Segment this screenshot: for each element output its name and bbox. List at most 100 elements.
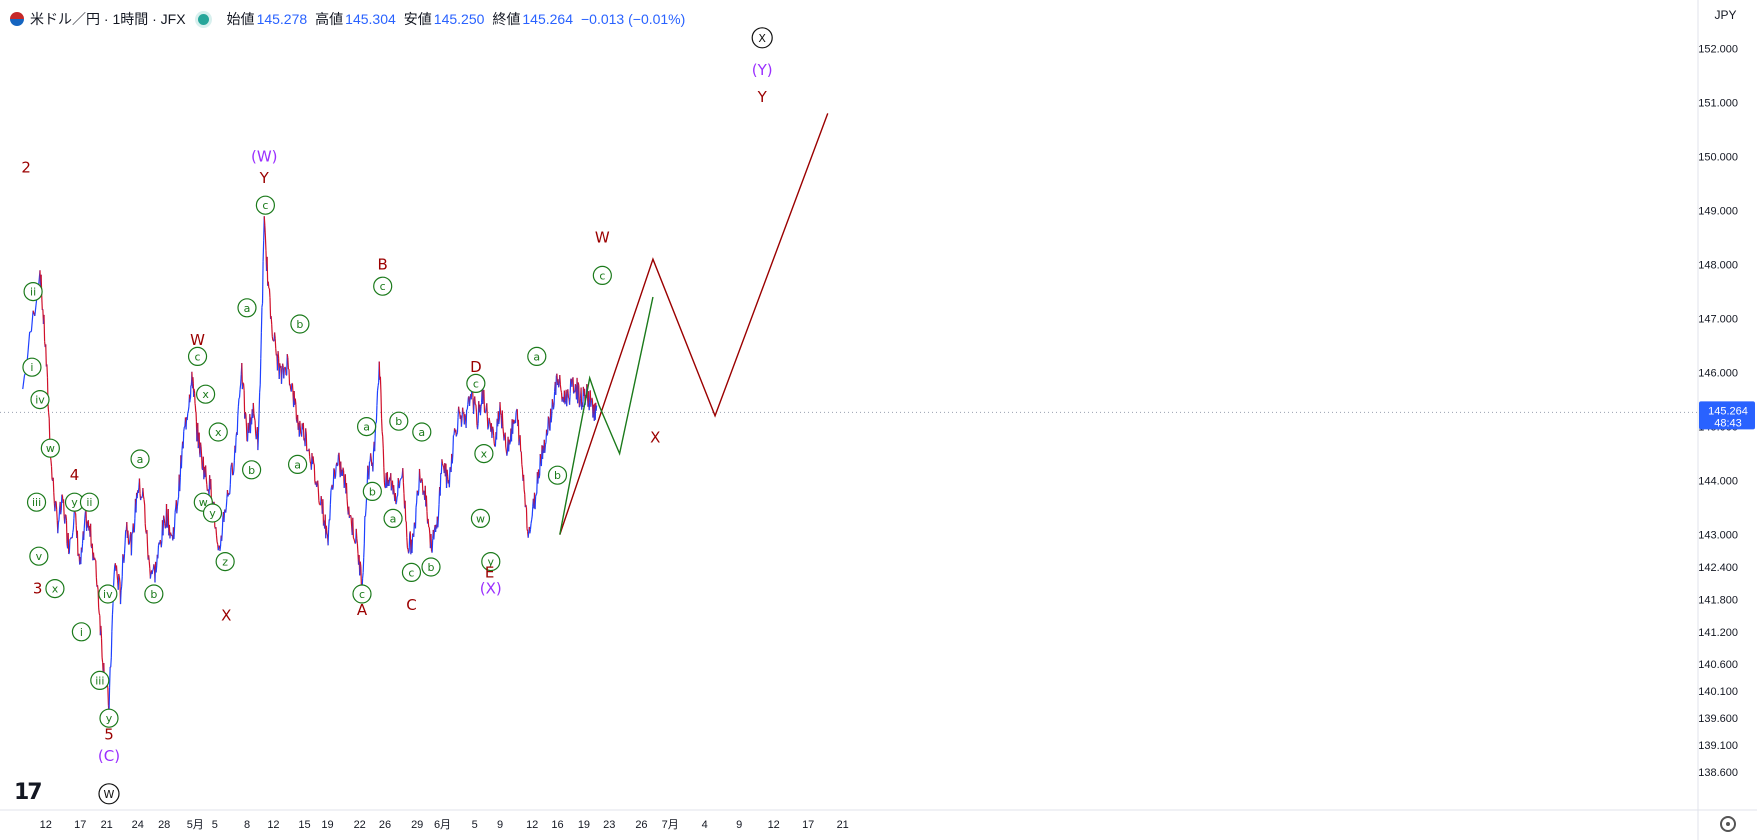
price-segment — [558, 383, 560, 388]
price-segment — [263, 216, 266, 226]
price-segment — [237, 398, 240, 407]
price-segment — [232, 471, 235, 476]
price-segment — [439, 473, 442, 496]
price-segment — [122, 554, 124, 557]
price-segment — [405, 520, 407, 523]
wave-label-circle — [466, 373, 486, 393]
wave-label: a — [418, 426, 425, 439]
price-segment — [407, 550, 410, 554]
price-segment — [244, 411, 247, 415]
price-segment — [284, 367, 287, 376]
price-segment — [153, 564, 156, 568]
price-segment — [460, 418, 463, 427]
price-segment — [353, 538, 356, 541]
wave-label-circle — [751, 27, 773, 49]
wave-label: 5 — [104, 725, 114, 743]
price-segment — [518, 438, 521, 446]
price-segment — [271, 336, 274, 341]
axis-currency-label[interactable]: JPY — [1714, 8, 1737, 22]
price-segment — [420, 481, 422, 484]
price-segment — [571, 379, 574, 387]
symbol-title[interactable]: 米ドル／円 · 1時間 · JFX — [30, 11, 186, 27]
wave-label-circle — [98, 584, 118, 604]
price-segment — [405, 521, 408, 538]
price-segment — [57, 522, 59, 534]
price-segment — [367, 465, 369, 471]
price-segment — [50, 466, 53, 480]
price-segment — [238, 397, 241, 399]
price-segment — [308, 448, 311, 457]
price-segment — [546, 432, 549, 436]
wave-label: w — [46, 442, 55, 455]
price-segment — [352, 537, 355, 540]
wave-label: iii — [95, 674, 104, 687]
price-segment — [544, 444, 547, 453]
y-tick-label: 144.000 — [1698, 476, 1738, 488]
price-segment — [329, 504, 331, 521]
y-tick-label: 139.100 — [1698, 740, 1738, 752]
price-segment — [100, 625, 103, 639]
price-segment — [475, 404, 478, 412]
wave-label-circle — [187, 346, 208, 366]
price-segment — [526, 528, 529, 532]
price-segment — [382, 436, 384, 449]
price-segment — [338, 452, 341, 463]
price-segment — [523, 489, 526, 495]
tradingview-logo[interactable]: 17 — [14, 780, 43, 805]
price-segment — [451, 454, 454, 464]
wave-label: (Y) — [752, 61, 773, 79]
price-segment — [552, 404, 555, 410]
price-segment — [577, 382, 579, 404]
price-segment — [383, 482, 386, 488]
price-segment — [157, 545, 160, 559]
price-segment — [116, 573, 119, 581]
market-status-icon — [197, 13, 209, 25]
wave-label-circle — [357, 417, 377, 437]
y-tick-label: 149.000 — [1698, 206, 1738, 218]
price-segment — [60, 494, 63, 511]
price-segment — [223, 510, 226, 522]
price-segment — [159, 539, 162, 542]
price-segment — [343, 478, 346, 488]
price-segment — [110, 631, 113, 658]
price-segment — [255, 433, 258, 440]
close-value: 145.264 — [522, 11, 573, 27]
price-segment — [328, 519, 330, 530]
price-segment — [280, 370, 283, 384]
wave-label-circle — [288, 454, 308, 474]
settings-icon[interactable] — [1720, 816, 1736, 832]
price-segment — [290, 383, 293, 392]
price-segment — [431, 538, 434, 553]
price-segment — [486, 403, 488, 417]
price-segment — [437, 504, 440, 517]
price-segment — [503, 434, 506, 441]
price-segment — [230, 464, 233, 468]
price-segment — [182, 431, 185, 449]
x-tick-label: 7月 — [662, 819, 679, 831]
wave-label: b — [150, 588, 157, 601]
low-value: 145.250 — [433, 11, 485, 27]
wave-label: a — [294, 458, 301, 471]
price-segment — [564, 400, 567, 405]
price-segment — [417, 488, 420, 496]
price-segment — [364, 508, 367, 517]
price-segment — [57, 519, 60, 524]
price-segment — [286, 354, 289, 358]
price-segment — [363, 543, 365, 558]
price-segment — [173, 512, 176, 527]
wave-label: (W) — [251, 148, 278, 166]
price-segment — [530, 519, 533, 524]
price-segment — [206, 484, 208, 491]
price-segment — [566, 393, 568, 407]
price-segment — [345, 483, 348, 499]
price-segment — [144, 523, 147, 531]
wave-label: ii — [86, 496, 92, 509]
price-segment — [169, 532, 172, 535]
x-tick-label: 28 — [158, 819, 170, 831]
price-segment — [121, 554, 124, 577]
price-segment — [163, 518, 166, 524]
wave-label: 4 — [70, 466, 80, 484]
wave-label-circle — [99, 708, 119, 728]
price-segment — [118, 573, 120, 578]
